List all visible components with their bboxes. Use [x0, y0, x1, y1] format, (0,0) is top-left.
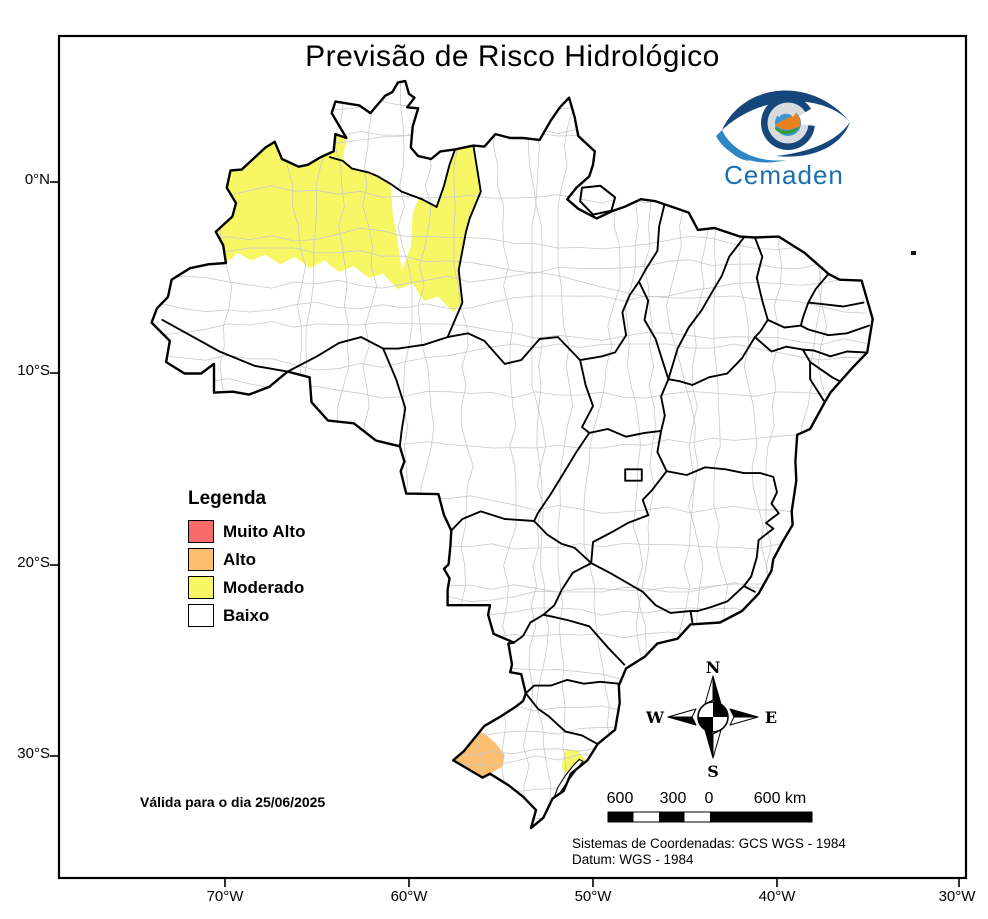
country-outline — [150, 79, 874, 830]
compass-s-label: S — [707, 762, 719, 781]
legend-item-moderado: Moderado — [188, 576, 305, 599]
legend-title: Legenda — [188, 488, 267, 509]
validity-note: Válida para o dia 25/06/2025 — [140, 794, 326, 810]
map-title: Previsão de Risco Hidrológico — [305, 40, 720, 73]
scale-label-300: 300 — [659, 790, 687, 807]
compass-w-label: W — [646, 708, 664, 727]
scale-label-0: 0 — [704, 790, 714, 807]
scale-label-600-left: 600 — [606, 790, 634, 807]
compass-n-label: N — [705, 658, 721, 677]
lat-tick-0n: 0°N — [24, 171, 50, 188]
map-frame — [57, 34, 968, 880]
legend-swatch-baixo — [188, 604, 214, 627]
legend-item-muito-alto: Muito Alto — [188, 520, 305, 543]
axis-tick-marks — [50, 181, 960, 887]
brazil-outline — [150, 79, 874, 830]
legend-label-baixo: Baixo — [223, 605, 270, 625]
legend-swatch-moderado — [188, 576, 214, 599]
compass-rose — [667, 675, 759, 759]
noronha-island-dot — [911, 251, 916, 255]
state-borders — [161, 144, 870, 746]
lon-tick-40w: 40°W — [758, 888, 796, 905]
legend-label-alto: Alto — [223, 549, 257, 569]
legend-label-moderado: Moderado — [223, 577, 305, 597]
datum-line: Datum: WGS - 1984 — [572, 852, 694, 867]
lon-tick-30w: 30°W — [938, 888, 976, 905]
legend-swatch-alto — [188, 548, 214, 571]
lat-tick-10s: 10°S — [17, 362, 50, 379]
legend-item-alto: Alto — [188, 548, 305, 571]
coordinate-system-line: Sistemas de Coordenadas: GCS WGS - 1984 — [572, 836, 846, 851]
compass-e-label: E — [764, 708, 778, 727]
legend-item-baixo: Baixo — [188, 604, 305, 627]
risk-region-moderado-amazonas — [215, 134, 481, 313]
legend-label-muito-alto: Muito Alto — [223, 521, 306, 541]
lon-tick-60w: 60°W — [390, 888, 428, 905]
cemaden-logo — [716, 90, 850, 163]
lat-tick-20s: 20°S — [17, 554, 50, 571]
scale-bar — [607, 811, 813, 823]
legend-swatch-muito-alto — [188, 520, 214, 543]
legend: Legenda Muito Alto Alto Moderado Baixo — [188, 488, 305, 632]
lat-tick-30s: 30°S — [17, 745, 50, 762]
lon-tick-70w: 70°W — [206, 888, 244, 905]
risk-region-fills — [215, 134, 586, 780]
scale-label-600-right: 600 km — [753, 790, 807, 807]
cemaden-wordmark: Cemaden — [724, 160, 844, 190]
lon-tick-50w: 50°W — [574, 888, 612, 905]
marajo-island — [579, 184, 617, 216]
